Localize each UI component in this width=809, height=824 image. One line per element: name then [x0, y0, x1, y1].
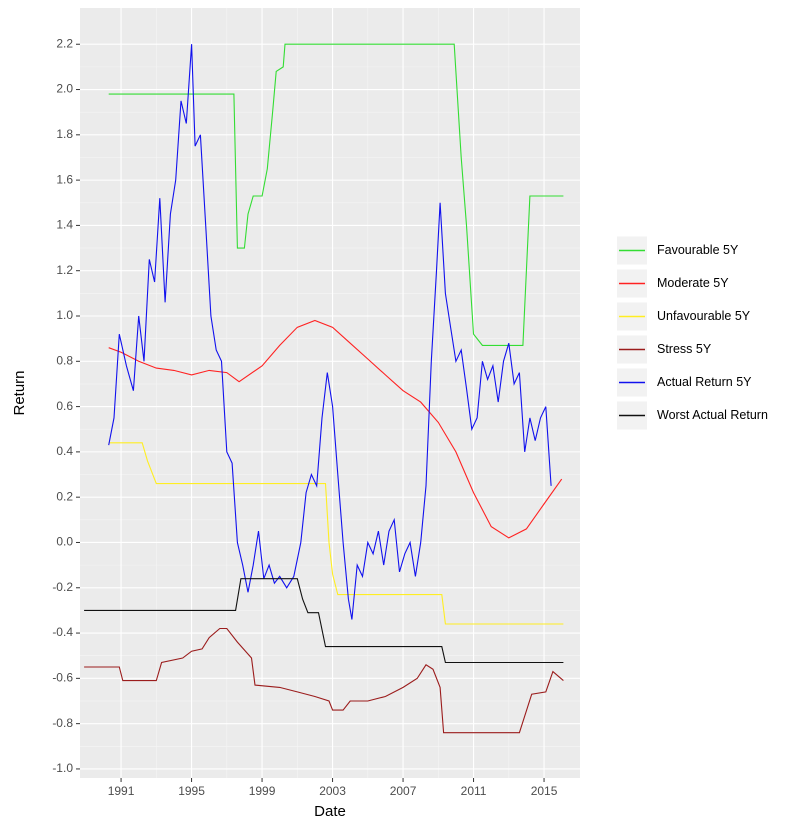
legend-label: Actual Return 5Y [657, 375, 752, 389]
y-tick-label: 1.0 [56, 308, 73, 322]
series-line [108, 43, 564, 346]
y-tick-label: 0.2 [56, 489, 73, 503]
y-tick-label: 1.6 [56, 172, 73, 186]
legend-label: Stress 5Y [657, 342, 712, 356]
legend-label: Unfavourable 5Y [657, 309, 751, 323]
y-tick-label: 0.6 [56, 399, 73, 413]
x-axis-label: Date [314, 803, 346, 820]
x-tick-label: 2003 [319, 784, 346, 798]
y-tick-label: -0.8 [52, 716, 73, 730]
series-line [84, 627, 564, 734]
y-tick-label: 1.4 [56, 218, 73, 232]
y-axis-label: Return [11, 370, 28, 415]
series-line [108, 442, 564, 625]
x-tick-label: 1991 [108, 784, 135, 798]
legend-label: Moderate 5Y [657, 276, 729, 290]
y-tick-label: -0.4 [52, 625, 73, 639]
legend-label: Worst Actual Return [657, 408, 768, 422]
legend-label: Favourable 5Y [657, 243, 739, 257]
x-tick-label: 1999 [249, 784, 276, 798]
x-tick-label: 1995 [178, 784, 205, 798]
y-tick-label: 1.2 [56, 263, 73, 277]
y-tick-label: 0.4 [56, 444, 73, 458]
y-tick-label: 0.8 [56, 353, 73, 367]
series-line [84, 578, 564, 664]
y-tick-label: 2.0 [56, 82, 73, 96]
series-line [108, 44, 552, 620]
y-tick-label: 0.0 [56, 535, 73, 549]
series-line [108, 319, 563, 539]
y-tick-label: -0.2 [52, 580, 73, 594]
y-tick-label: 1.8 [56, 127, 73, 141]
x-tick-label: 2007 [390, 784, 417, 798]
y-tick-label: -0.6 [52, 671, 73, 685]
y-tick-label: -1.0 [52, 761, 73, 775]
y-tick-label: 2.2 [56, 36, 73, 50]
x-tick-label: 2011 [461, 784, 487, 798]
legend-background [612, 234, 808, 432]
x-tick-label: 2015 [531, 784, 558, 798]
